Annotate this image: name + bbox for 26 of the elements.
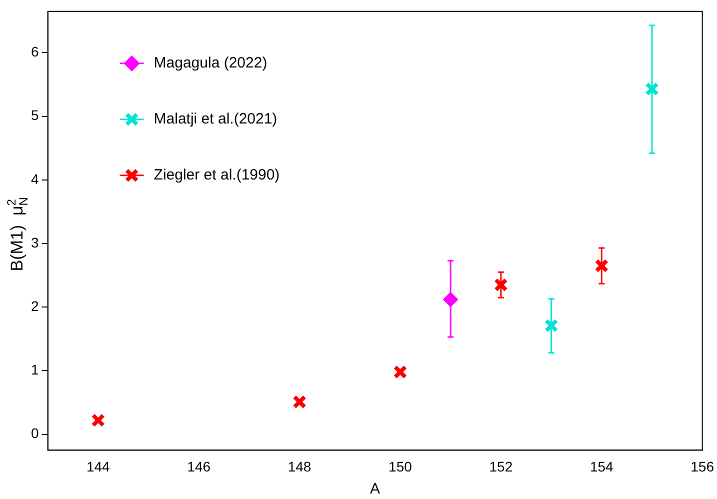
point xyxy=(544,318,558,333)
y-tick-label: 3 xyxy=(30,234,39,250)
y-tick-label: 1 xyxy=(30,362,39,378)
x-tick-label: 144 xyxy=(86,458,110,474)
x-tick-label: 146 xyxy=(187,458,211,474)
y-tick-label: 4 xyxy=(30,170,39,187)
y-axis-title: B(M1) μN2 xyxy=(4,197,30,272)
point xyxy=(594,258,609,273)
point xyxy=(292,394,306,409)
point xyxy=(645,82,659,96)
y-tick-label: 0 xyxy=(30,425,39,442)
point xyxy=(91,413,106,428)
point xyxy=(393,365,408,379)
y-tick-label: 6 xyxy=(30,44,39,60)
x-axis-title: A xyxy=(370,480,380,498)
x-tick-label: 152 xyxy=(489,458,513,474)
legend-label: Magagula (2022) xyxy=(154,54,268,72)
x-tick-label: 156 xyxy=(690,458,714,474)
x-tick-label: 154 xyxy=(590,458,614,474)
x-tick-label: 148 xyxy=(288,458,312,474)
x-tick-label: 150 xyxy=(388,458,412,474)
legend-label: Ziegler et al.(1990) xyxy=(154,166,280,184)
y-tick-label: 5 xyxy=(30,107,39,124)
legend-label: Malatji et al.(2021) xyxy=(154,110,278,128)
point xyxy=(494,278,508,292)
y-tick-label: 2 xyxy=(30,298,39,314)
